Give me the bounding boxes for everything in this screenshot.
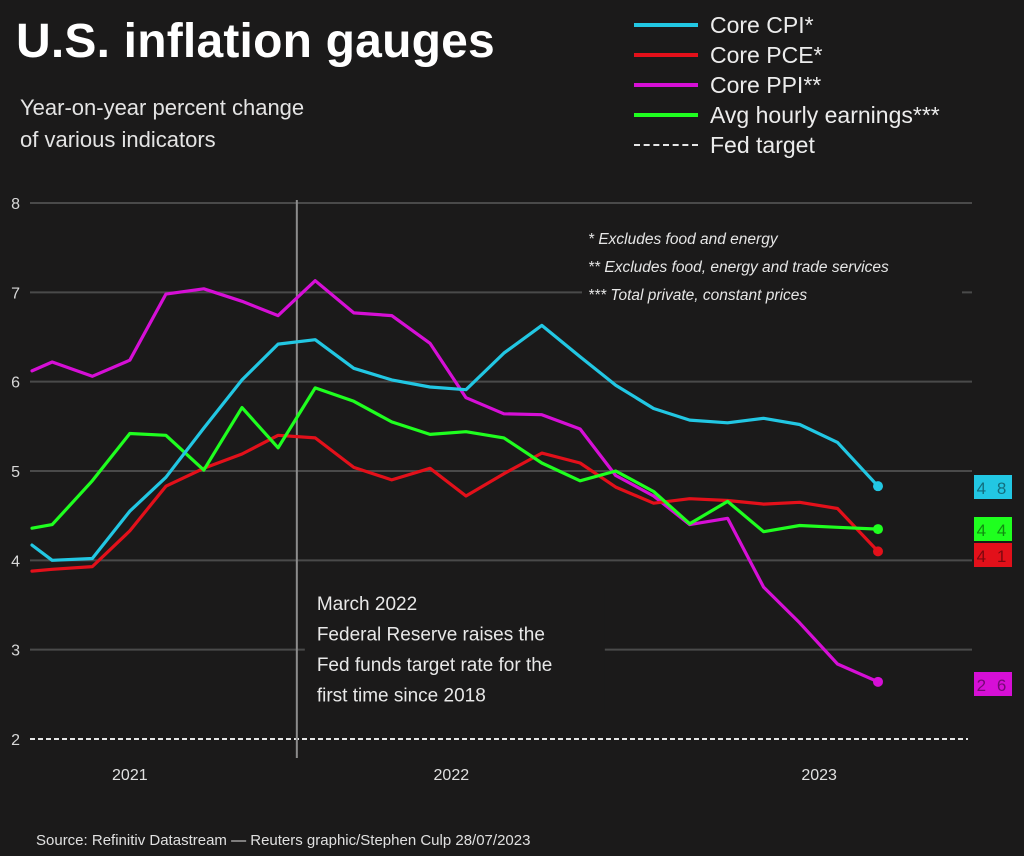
chart-title: U.S. inflation gauges	[16, 15, 495, 68]
legend-item-core-ppi: Core PPI**	[634, 70, 940, 100]
y-tick-label-8: 8	[11, 196, 20, 213]
legend-label-core-ppi: Core PPI**	[710, 71, 822, 98]
x-tick-label-2023: 2023	[801, 767, 837, 784]
footnote-1: * Excludes food and energy	[588, 231, 779, 248]
y-tick-label-7: 7	[11, 285, 20, 302]
legend: Core CPI* Core PCE* Core PPI** Avg hourl…	[634, 10, 940, 160]
annotation-text-line-4: first time since 2018	[317, 686, 486, 707]
legend-label-core-cpi: Core CPI*	[710, 11, 814, 38]
footnote-2: ** Excludes food, energy and trade servi…	[588, 259, 889, 276]
end-label-box-avg-hourly-earnings	[974, 517, 1012, 541]
y-tick-label-5: 5	[11, 464, 20, 481]
annotation-text-line-1: March 2022	[317, 594, 417, 615]
footnote-background-2	[582, 254, 962, 278]
end-label-text-avg-hourly-earnings: 4 4	[977, 521, 1010, 540]
legend-swatch-core-pce	[634, 53, 698, 57]
end-label-box-core-cpi	[974, 475, 1012, 499]
end-label-box-core-pce	[974, 543, 1012, 567]
legend-label-core-pce: Core PCE*	[710, 41, 823, 68]
end-value-labels: 4 8 4 4 4 1 2 6	[974, 475, 1012, 696]
x-axis-ticks: 2021 2022 2023	[112, 767, 837, 784]
series-line-core-pce	[30, 433, 880, 573]
series-end-point-core-cpi	[873, 481, 883, 492]
fed-hike-annotation: March 2022 Federal Reserve raises the Fed …	[295, 200, 605, 758]
end-label-box-core-ppi	[974, 672, 1012, 696]
chart-subtitle: Year-on-year percent change of various i…	[20, 92, 440, 156]
series-line-core-ppi	[30, 279, 880, 684]
annotation-background	[304, 588, 605, 710]
y-axis-ticks: 2 3 4 5 6 7 8	[11, 196, 20, 749]
series-end-point-core-pce	[873, 546, 883, 557]
footnote-background-3	[582, 282, 962, 306]
series-line-avg-hourly-earnings	[30, 386, 880, 534]
legend-swatch-fed-target	[634, 144, 698, 146]
legend-item-core-pce: Core PCE*	[634, 40, 940, 70]
footnote-3: *** Total private, constant prices	[588, 287, 807, 304]
end-label-text-core-pce: 4 1	[977, 547, 1010, 566]
series-end-point-core-ppi	[873, 676, 883, 687]
annotation-text-line-3: Fed funds target rate for the	[317, 655, 553, 676]
annotation-text-line-2: Federal Reserve raises the	[317, 625, 545, 646]
source-credit: Source: Refinitiv Datastream — Reuters g…	[36, 832, 531, 849]
legend-swatch-avg-hourly-earnings	[634, 113, 698, 117]
legend-swatch-core-cpi	[634, 23, 698, 27]
legend-swatch-core-ppi	[634, 83, 698, 87]
y-tick-label-6: 6	[11, 375, 20, 392]
legend-label-avg-hourly-earnings: Avg hourly earnings***	[710, 101, 940, 128]
series-line-core-cpi	[30, 323, 880, 562]
footnote-background-1	[582, 226, 962, 250]
y-tick-label-4: 4	[11, 553, 20, 570]
legend-item-avg-hourly-earnings: Avg hourly earnings***	[634, 100, 940, 130]
legend-item-core-cpi: Core CPI*	[634, 10, 940, 40]
subtitle-line-1: Year-on-year percent change	[20, 95, 305, 120]
legend-label-fed-target: Fed target	[710, 131, 815, 158]
x-tick-label-2022: 2022	[434, 767, 470, 784]
series-end-point-avg-hourly-earnings	[873, 524, 883, 535]
y-tick-label-3: 3	[11, 643, 20, 660]
x-tick-label-2021: 2021	[112, 767, 148, 784]
end-label-text-core-ppi: 2 6	[977, 676, 1010, 695]
footnotes: * Excludes food and energy ** Excludes fo…	[582, 226, 962, 306]
legend-item-fed-target: Fed target	[634, 130, 940, 160]
y-tick-label-2: 2	[11, 732, 20, 749]
end-label-text-core-cpi: 4 8	[977, 479, 1010, 498]
subtitle-line-2: of various indicators	[20, 127, 216, 152]
series-lines	[30, 279, 883, 687]
